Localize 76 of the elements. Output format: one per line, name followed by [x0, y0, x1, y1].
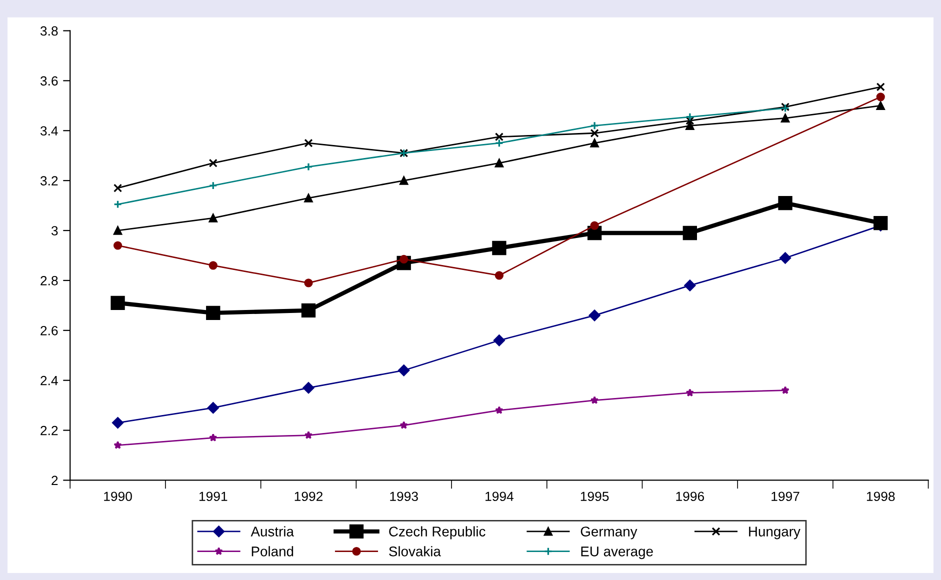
point [494, 158, 504, 168]
point [209, 433, 218, 442]
point [686, 116, 694, 125]
point [876, 92, 885, 102]
point [590, 396, 599, 404]
legend-label: Germany [580, 526, 638, 540]
x-tick-label: 1995 [580, 492, 609, 502]
point [684, 280, 696, 292]
point [302, 382, 314, 394]
point [208, 158, 218, 168]
point [686, 388, 694, 396]
point [492, 240, 506, 256]
y-tick-label: 2.8 [40, 276, 58, 286]
legend-label: Austria [250, 526, 294, 536]
point [398, 364, 410, 376]
point [208, 214, 218, 222]
point [778, 196, 792, 210]
point [208, 181, 218, 190]
x-tick-label: 1993 [390, 492, 418, 502]
point [400, 176, 408, 185]
x-tick-label: 1990 [104, 492, 132, 502]
point [682, 226, 697, 240]
point [304, 162, 313, 172]
point [590, 221, 599, 230]
legend-label: EU average [581, 546, 653, 560]
point [590, 128, 599, 138]
y-tick-label: 2.2 [40, 426, 58, 436]
point [493, 334, 505, 346]
point [494, 138, 504, 148]
point [780, 114, 790, 122]
x-tick-label: 1997 [772, 492, 800, 502]
x-tick-label: 1998 [866, 492, 895, 502]
point [301, 303, 316, 318]
point [113, 226, 122, 235]
y-tick-label: 3.8 [40, 26, 58, 36]
point [113, 184, 122, 192]
y-tick-label: 3.4 [40, 126, 58, 136]
point [495, 406, 504, 414]
x-tick-label: 1991 [199, 492, 228, 502]
x-tick-label: 1994 [486, 492, 514, 502]
point [876, 82, 885, 92]
point [206, 306, 220, 320]
point [876, 101, 885, 110]
point [588, 310, 600, 322]
point [494, 271, 504, 280]
legend-label: Hungary [749, 526, 800, 540]
point [590, 138, 599, 148]
legend-label: Slovakia [389, 546, 441, 556]
legend-label: Czech Republic [389, 526, 486, 540]
x-tick-label: 1992 [294, 492, 323, 502]
point [113, 241, 122, 250]
point [304, 194, 313, 202]
point [304, 430, 313, 439]
point [590, 121, 599, 130]
point [304, 278, 313, 288]
legend-label: Poland [252, 546, 294, 556]
x-tick-label: 1996 [676, 492, 704, 502]
point [208, 261, 218, 270]
point [114, 440, 122, 449]
point [494, 132, 504, 142]
point [207, 402, 219, 414]
point [304, 138, 313, 148]
y-tick-label: 3.6 [40, 76, 58, 86]
y-tick-label: 3 [51, 226, 58, 236]
point [400, 420, 408, 429]
point [110, 296, 125, 310]
point [686, 112, 694, 122]
y-tick-label: 2 [52, 476, 58, 486]
y-tick-label: 2.6 [40, 326, 58, 336]
point [780, 252, 792, 264]
point [874, 216, 888, 230]
y-tick-label: 2.4 [40, 376, 58, 386]
point [781, 386, 790, 394]
point [686, 121, 694, 130]
y-tick-label: 3.2 [40, 176, 58, 186]
point [112, 417, 124, 429]
